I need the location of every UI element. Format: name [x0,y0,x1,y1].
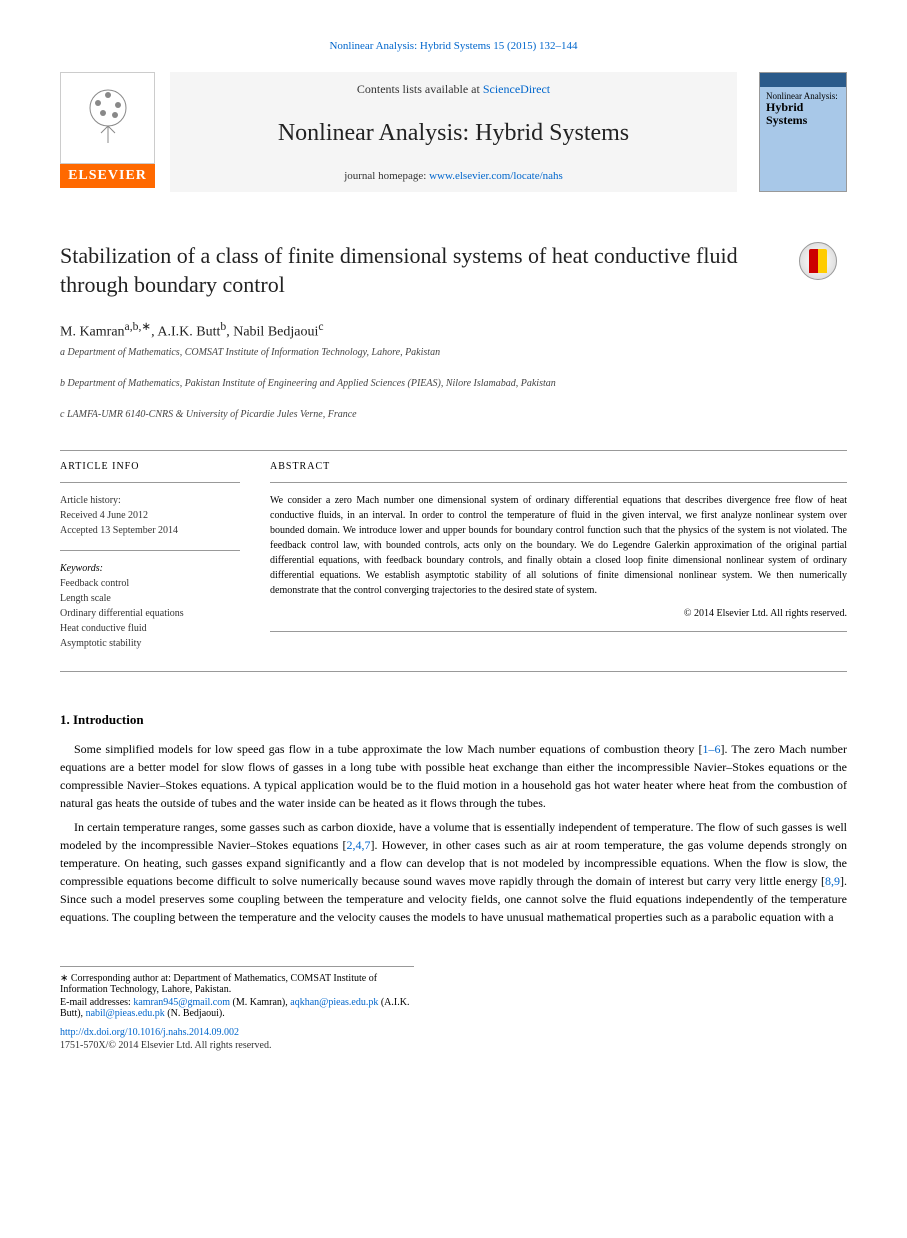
email-3-who: (N. Bedjaoui). [165,1008,225,1019]
intro-p2: In certain temperature ranges, some gass… [60,818,847,926]
article-info: ARTICLE INFO Article history: Received 4… [60,461,240,651]
introduction: 1. Introduction Some simplified models f… [60,712,847,926]
journal-header: ELSEVIER Contents lists available at Sci… [60,72,847,192]
abstract-copyright: © 2014 Elsevier Ltd. All rights reserved… [270,606,847,621]
divider-top [60,450,847,451]
homepage-link[interactable]: www.elsevier.com/locate/nahs [429,170,563,182]
elsevier-tree-icon [60,72,155,164]
affiliation-b: b Department of Mathematics, Pakistan In… [60,378,847,389]
homepage-prefix: journal homepage: [344,170,429,182]
journal-name: Nonlinear Analysis: Hybrid Systems [190,120,717,147]
doi-line: http://dx.doi.org/10.1016/j.nahs.2014.09… [60,1027,847,1038]
title-section: Stabilization of a class of finite dimen… [60,242,847,420]
abstract-heading: ABSTRACT [270,461,847,472]
divider-bottom [60,671,847,672]
keyword-4: Heat conductive fluid [60,621,240,636]
elsevier-logo: ELSEVIER [60,72,155,192]
bottom-copyright: 1751-570X/© 2014 Elsevier Ltd. All right… [60,1040,847,1051]
keywords-heading: Keywords: [60,563,240,574]
cover-title2: Systems [766,114,840,127]
affiliation-c: c LAMFA-UMR 6140-CNRS & University of Pi… [60,409,847,420]
affiliation-a: a Department of Mathematics, COMSAT Inst… [60,347,847,358]
intro-p1: Some simplified models for low speed gas… [60,740,847,812]
author-1: M. Kamran [60,325,125,340]
info-abstract-row: ARTICLE INFO Article history: Received 4… [60,461,847,651]
author-2: A.I.K. Butt [157,325,220,340]
author-1-sup: a,b,∗ [125,320,152,333]
ref-2-4-7[interactable]: 2,4,7 [347,838,371,852]
ref-1-6[interactable]: 1–6 [703,742,721,756]
abstract: ABSTRACT We consider a zero Mach number … [270,461,847,651]
authors: M. Kamrana,b,∗, A.I.K. Buttb, Nabil Bedj… [60,319,847,341]
email-3[interactable]: nabil@pieas.edu.pk [86,1008,165,1019]
intro-p1a: Some simplified models for low speed gas… [74,742,703,756]
email-line: E-mail addresses: kamran945@gmail.com (M… [60,997,414,1019]
elsevier-text: ELSEVIER [60,164,155,188]
corresponding-author: ∗ Corresponding author at: Department of… [60,973,414,995]
contents-prefix: Contents lists available at [357,82,483,96]
email-1[interactable]: kamran945@gmail.com [133,997,230,1008]
ref-8-9[interactable]: 8,9 [825,874,840,888]
article-title: Stabilization of a class of finite dimen… [60,242,847,299]
author-2-sup: b [220,320,226,333]
keyword-3: Ordinary differential equations [60,606,240,621]
email-1-who: (M. Kamran), [230,997,290,1008]
crossmark-icon [809,249,827,273]
footnotes: ∗ Corresponding author at: Department of… [60,966,414,1019]
history-label: Article history: [60,493,240,508]
crossmark-badge[interactable] [799,242,837,280]
author-3: Nabil Bedjaoui [233,325,318,340]
header-center: Contents lists available at ScienceDirec… [170,72,737,192]
sciencedirect-link[interactable]: ScienceDirect [483,82,550,96]
top-citation: Nonlinear Analysis: Hybrid Systems 15 (2… [60,40,847,52]
homepage-line: journal homepage: www.elsevier.com/locat… [190,170,717,182]
citation-link[interactable]: Nonlinear Analysis: Hybrid Systems 15 (2… [329,40,577,52]
keyword-1: Feedback control [60,576,240,591]
accepted-date: Accepted 13 September 2014 [60,523,240,538]
keyword-2: Length scale [60,591,240,606]
article-info-heading: ARTICLE INFO [60,461,240,472]
keyword-5: Asymptotic stability [60,636,240,651]
journal-cover-thumb: Nonlinear Analysis: Hybrid Systems [759,72,847,192]
received-date: Received 4 June 2012 [60,508,240,523]
abstract-text: We consider a zero Mach number one dimen… [270,493,847,598]
doi-link[interactable]: http://dx.doi.org/10.1016/j.nahs.2014.09… [60,1027,239,1038]
email-2[interactable]: aqkhan@pieas.edu.pk [290,997,378,1008]
author-3-sup: c [318,320,323,333]
contents-line: Contents lists available at ScienceDirec… [190,82,717,97]
intro-heading: 1. Introduction [60,712,847,728]
email-label: E-mail addresses: [60,997,133,1008]
